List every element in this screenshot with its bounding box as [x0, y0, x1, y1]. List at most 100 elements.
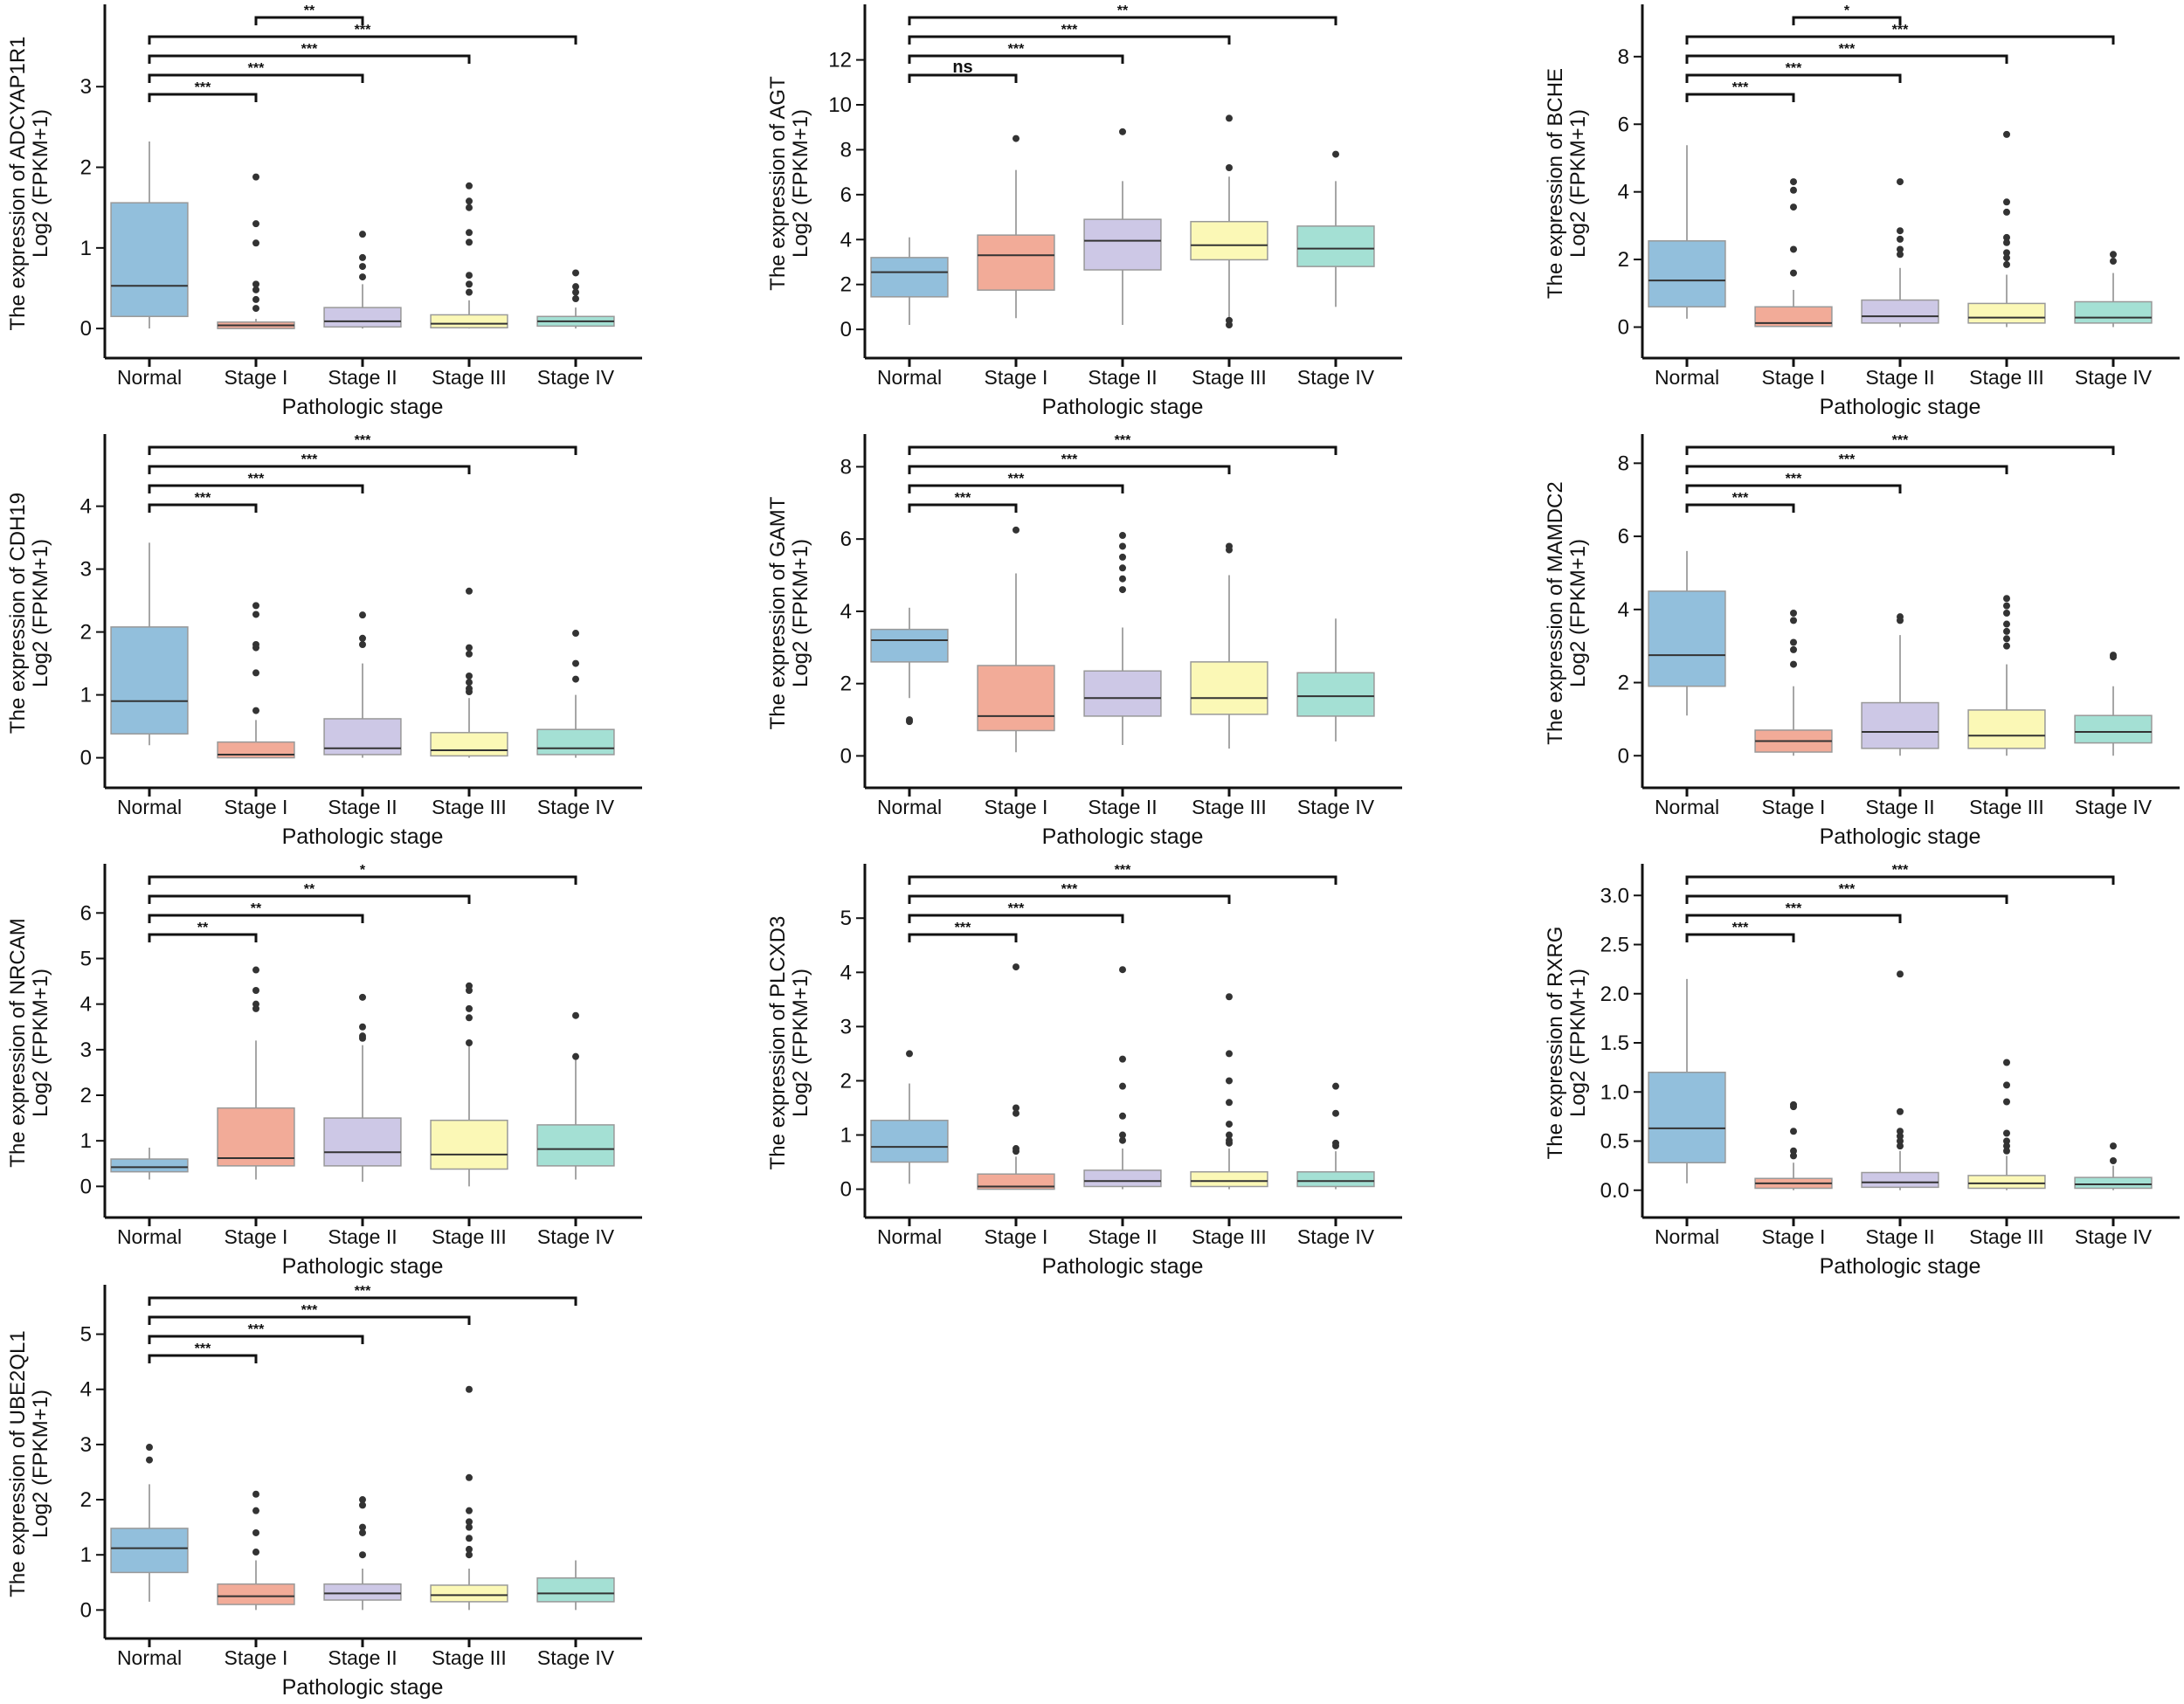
significance-label: *** — [248, 1322, 265, 1337]
y-tick-label: 2 — [840, 673, 852, 696]
y-tick-label: 4 — [1618, 181, 1629, 204]
y-axis-title-line1: The expression of BCHE — [1544, 68, 1567, 299]
box-normal — [870, 257, 949, 298]
outlier-point — [572, 630, 579, 638]
x-tick-label: Stage III — [1192, 366, 1267, 389]
outlier-point — [1897, 1128, 1904, 1135]
box-stage-ii — [1861, 299, 1939, 324]
y-tick-label: 10 — [828, 93, 852, 117]
outlier-point — [2003, 130, 2010, 138]
significance-label: *** — [248, 472, 265, 486]
y-axis-title-line1: The expression of GAMT — [766, 496, 790, 729]
outlier-point — [466, 1523, 473, 1531]
y-tick-label: 0 — [840, 318, 852, 341]
significance-bracket — [1685, 933, 1795, 942]
box-stage-i — [217, 1583, 295, 1605]
outlier-point — [359, 1551, 366, 1559]
outlier-point — [572, 269, 579, 277]
significance-bracket — [908, 445, 1337, 455]
outlier-point — [466, 1507, 473, 1514]
significance-label: *** — [355, 433, 371, 448]
significance-label: *** — [1892, 23, 1909, 38]
x-tick-label: Stage II — [1865, 1225, 1934, 1248]
y-tick-label: 2 — [840, 273, 852, 297]
y-tick-label: 2 — [80, 1084, 92, 1107]
y-axis-title-line2: Log2 (FPKM+1) — [789, 109, 812, 258]
outlier-point — [1119, 575, 1126, 583]
significance-label: *** — [1786, 61, 1802, 76]
significance-label: *** — [1008, 42, 1025, 57]
y-axis-title-line1: The expression of PLCXD3 — [766, 916, 790, 1170]
outlier-point — [2003, 1098, 2010, 1106]
box-stage-ii — [323, 718, 402, 755]
outlier-point — [2003, 233, 2010, 241]
y-axis-title-line1: The expression of UBE2QL1 — [6, 1330, 30, 1597]
x-tick-label: Stage I — [225, 796, 288, 818]
outlier-point — [1013, 135, 1019, 142]
significance-label: *** — [1008, 472, 1025, 486]
significance-label: ** — [304, 3, 315, 18]
outlier-point — [1013, 526, 1019, 534]
outlier-point — [466, 1551, 473, 1559]
x-tick-label: Stage IV — [2075, 1225, 2153, 1248]
x-tick-label: Stage II — [1088, 796, 1157, 818]
x-axis-title: Pathologic stage — [1042, 395, 1204, 419]
outlier-point — [1790, 269, 1797, 277]
boxplot-panel-plcxd3: 0 1 2 3 4 5 The expression of PLCXD3 Log2 (FPKM… — [760, 859, 1406, 1283]
outlier-point — [1897, 1137, 1904, 1145]
significance-label: ** — [251, 901, 262, 916]
box-normal — [110, 1158, 189, 1173]
y-axis-title-line2: Log2 (FPKM+1) — [29, 539, 52, 687]
outlier-point — [2003, 260, 2010, 268]
outlier-point — [1013, 963, 1019, 971]
significance-bracket — [908, 503, 1018, 513]
y-tick-label: 2 — [80, 156, 92, 180]
outlier-point — [2003, 1137, 2010, 1145]
y-axis-title-line2: Log2 (FPKM+1) — [1566, 539, 1590, 687]
outlier-point — [1226, 1131, 1233, 1139]
outlier-point — [2003, 635, 2010, 643]
outlier-point — [359, 611, 366, 619]
box-stage-ii — [323, 1117, 402, 1167]
y-tick-label: 4 — [80, 993, 92, 1017]
y-tick-label: 3 — [80, 1038, 92, 1062]
x-tick-label: Stage I — [1762, 1225, 1826, 1248]
x-tick-label: Normal — [117, 796, 182, 818]
significance-bracket — [1685, 503, 1795, 513]
y-axis-title: The expression of NRCAM Log2 (FPKM+1) — [6, 918, 52, 1167]
y-tick-label: 2.0 — [1600, 983, 1629, 1006]
y-axis-title-line1: The expression of CDH19 — [6, 493, 30, 734]
x-tick-label: Normal — [1655, 796, 1719, 818]
y-tick-label: 2.5 — [1600, 934, 1629, 957]
y-axis-title: The expression of BCHE Log2 (FPKM+1) — [1544, 68, 1590, 299]
box-stage-ii — [1083, 218, 1162, 271]
y-tick-label: 4 — [840, 961, 852, 984]
outlier-point — [466, 1545, 473, 1553]
outlier-point — [252, 1490, 259, 1498]
outlier-point — [252, 239, 259, 247]
outlier-point — [359, 1523, 366, 1531]
y-axis-title-line2: Log2 (FPKM+1) — [1566, 109, 1590, 258]
outlier-point — [1226, 1099, 1233, 1107]
significance-label: *** — [195, 1342, 211, 1356]
significance-bracket — [1792, 16, 1902, 25]
significance-label: *** — [355, 23, 371, 38]
box-stage-i — [977, 665, 1055, 732]
outlier-point — [252, 173, 259, 181]
y-axis-title-line2: Log2 (FPKM+1) — [29, 1390, 52, 1538]
y-axis-title: The expression of CDH19 Log2 (FPKM+1) — [6, 493, 52, 734]
box-stage-iv — [2074, 300, 2153, 324]
box-normal — [870, 1120, 949, 1163]
y-tick-label: 2 — [80, 1488, 92, 1512]
outlier-point — [1897, 245, 1904, 253]
significance-label: *** — [1839, 882, 1856, 897]
y-tick-label: 4 — [80, 495, 92, 519]
outlier-point — [1119, 1082, 1126, 1090]
outlier-point — [1119, 586, 1126, 594]
outlier-point — [1119, 1131, 1126, 1139]
significance-bracket — [148, 933, 258, 942]
outlier-point — [1119, 1112, 1126, 1120]
y-tick-label: 3 — [840, 1015, 852, 1038]
outlier-point — [2110, 251, 2117, 259]
significance-label: *** — [1061, 23, 1078, 38]
